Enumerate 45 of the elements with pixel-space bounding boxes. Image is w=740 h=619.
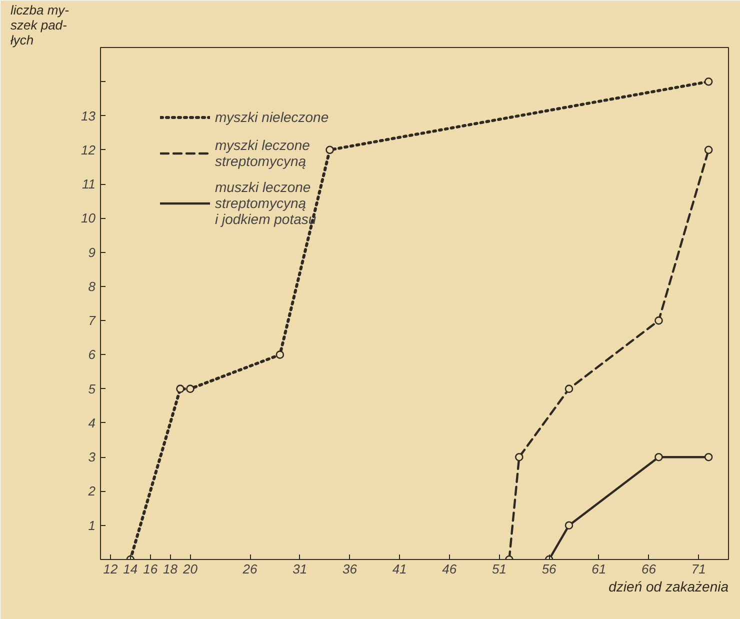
point xyxy=(176,384,184,393)
legend-label: myszki nieleczone xyxy=(215,109,329,125)
point xyxy=(564,384,574,393)
point xyxy=(276,350,284,359)
y-tick-label: 12 xyxy=(81,142,96,158)
x-tick-label: 51 xyxy=(492,562,506,576)
point xyxy=(654,316,663,325)
point xyxy=(515,452,524,462)
y-tick-label: 10 xyxy=(81,210,96,226)
y-tick-label: 6 xyxy=(88,347,96,362)
x-axis-title: dzień od zakażenia xyxy=(608,578,729,594)
y-tick-label: 11 xyxy=(82,176,96,192)
y-axis-title: liczba my- szek pad- łych xyxy=(10,2,70,48)
x-tick-label: 20 xyxy=(182,562,198,576)
y-tick-label: 13 xyxy=(81,108,96,124)
x-tick-label: 16 xyxy=(143,562,158,576)
x-tick-label: 36 xyxy=(342,562,358,576)
x-tick-label: 18 xyxy=(163,562,178,576)
point xyxy=(326,146,334,154)
y-tick-label: 2 xyxy=(87,484,96,499)
x-tick-label: 56 xyxy=(542,562,558,576)
point xyxy=(564,521,574,530)
x-tick-label: 46 xyxy=(442,562,458,576)
legend-label: muszki leczone streptomycyną i jodkiem potasu xyxy=(215,179,316,227)
x-tick-label: 14 xyxy=(123,562,138,576)
y-tick-label: 8 xyxy=(88,278,96,294)
y-tick-label: 4 xyxy=(88,415,96,430)
point xyxy=(704,146,713,154)
y-tick-label: 5 xyxy=(88,381,96,396)
y-tick-label: 1 xyxy=(88,518,96,533)
point xyxy=(704,77,713,86)
y-tick-label: 9 xyxy=(88,244,96,260)
x-tick-label: 26 xyxy=(242,562,258,576)
point xyxy=(704,452,713,462)
point xyxy=(654,452,663,462)
y-tick-label: 3 xyxy=(88,450,96,465)
legend-label: myszki leczone streptomycyną xyxy=(215,137,310,169)
x-tick-label: 66 xyxy=(642,562,657,576)
y-tick-label: 7 xyxy=(88,313,96,328)
x-tick-label: 71 xyxy=(691,562,706,576)
x-tick-label: 31 xyxy=(292,562,308,576)
x-tick-label: 12 xyxy=(103,562,118,576)
x-tick-label: 41 xyxy=(392,562,407,576)
x-tick-label: 61 xyxy=(592,562,606,576)
point xyxy=(186,384,194,393)
